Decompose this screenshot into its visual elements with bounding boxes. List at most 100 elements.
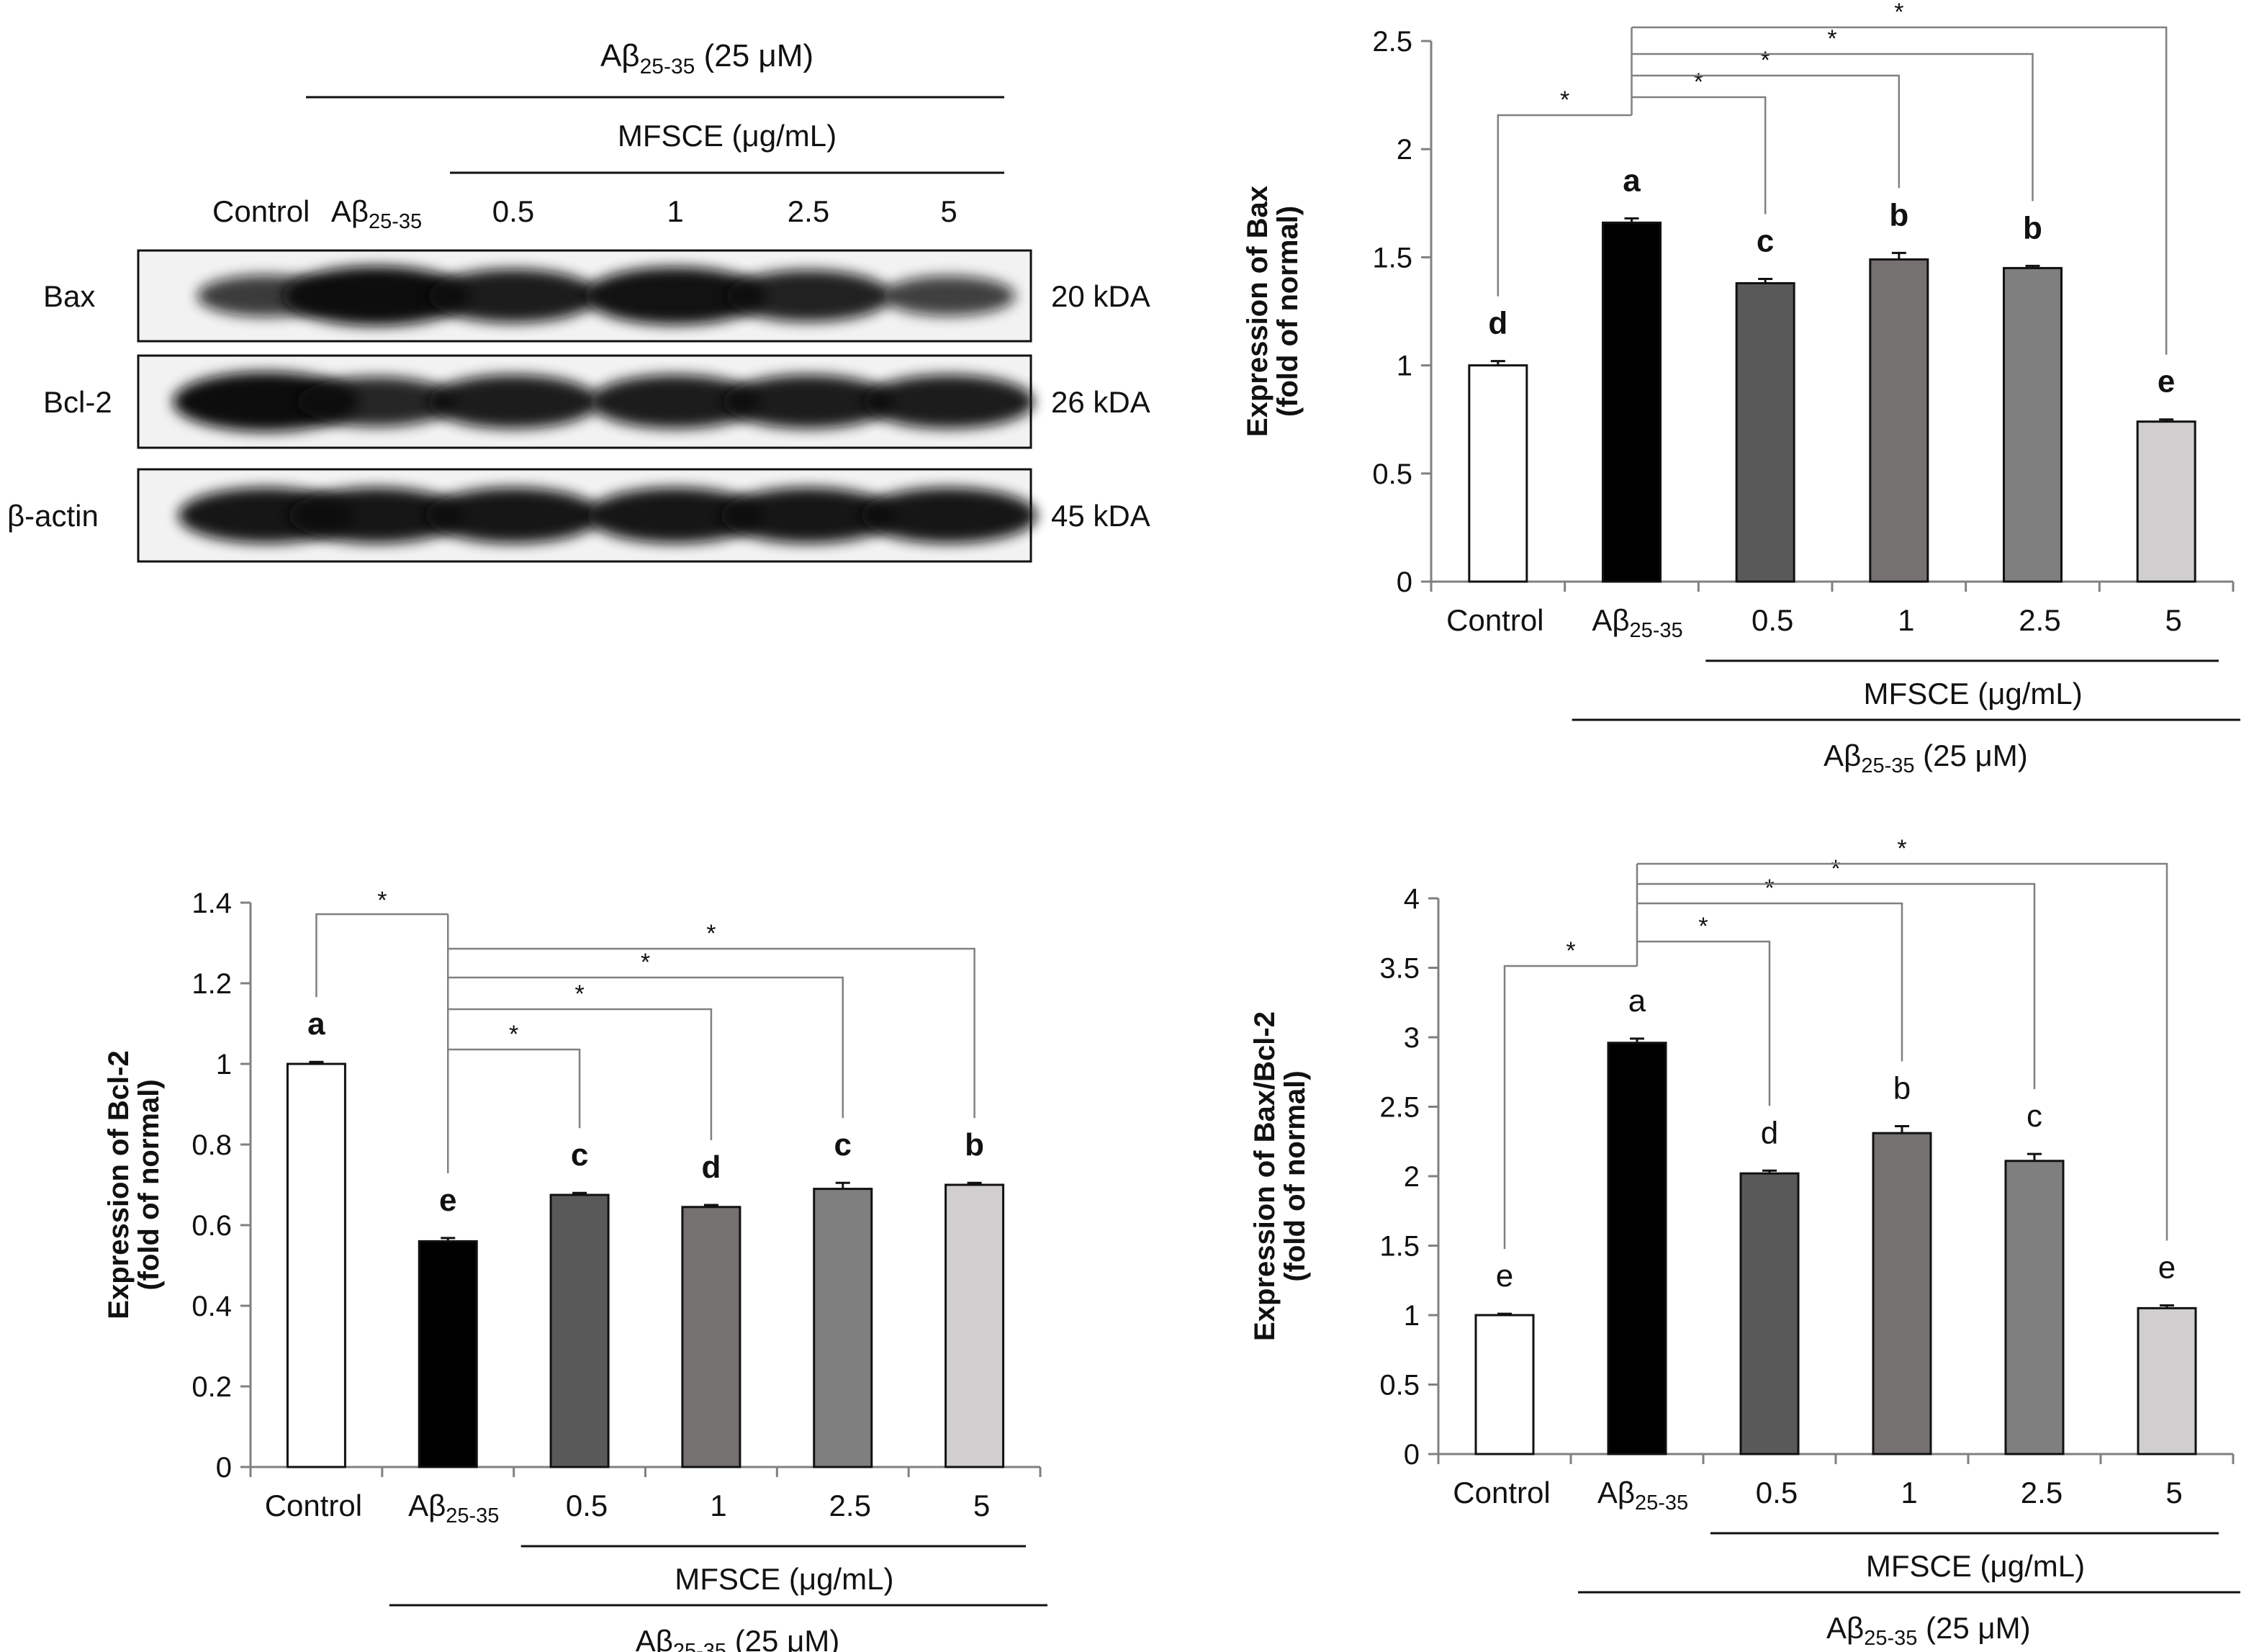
abeta-header-label: Aβ25-35 (25 μM) — [600, 38, 813, 78]
significance-bracket — [448, 947, 975, 1119]
y-tick-label: 0.6 — [191, 1210, 232, 1242]
bar — [1869, 258, 1929, 583]
significance-letter: e — [2158, 1250, 2176, 1285]
y-tick-label: 2 — [1404, 1161, 1420, 1193]
category-label: Control — [1446, 603, 1543, 637]
y-tick-label: 0.4 — [191, 1291, 232, 1322]
blot-band — [428, 268, 599, 323]
category-label: 5 — [2165, 603, 2181, 637]
significance-star: * — [1560, 86, 1569, 114]
molecular-weight-label: 20 kDA — [1051, 279, 1150, 313]
significance-letter: c — [2027, 1098, 2042, 1134]
bar — [1602, 221, 1662, 583]
significance-bracket — [1631, 26, 2168, 355]
bar — [418, 1240, 478, 1468]
bar — [286, 1062, 346, 1468]
category-label: 5 — [973, 1489, 990, 1522]
category-label: Aβ25-35 — [408, 1489, 499, 1527]
y-tick-label: 0.8 — [191, 1129, 232, 1161]
significance-star: * — [509, 1021, 518, 1048]
significance-bracket — [448, 1048, 581, 1129]
molecular-weight-label: 26 kDA — [1051, 385, 1150, 419]
blot-band — [428, 374, 599, 429]
y-tick-label: 1 — [1404, 1300, 1420, 1332]
bar — [2136, 420, 2196, 583]
y-tick-label: 0 — [216, 1452, 232, 1484]
significance-bracket — [1637, 883, 2036, 1090]
bax-bcl2-ratio-chart: 0 0.5 1 1.5 2 2.5 3 3.5 4 Expression of Bax/Bcl-2… — [1249, 835, 2240, 1650]
molecular-weight-label: 45 kDA — [1051, 499, 1150, 533]
significance-bracket — [1637, 902, 1903, 1062]
significance-letter: d — [1761, 1115, 1778, 1150]
lane-label: Control — [212, 194, 310, 228]
significance-star: * — [1831, 855, 1840, 883]
category-label: 1 — [710, 1489, 726, 1522]
abeta-group-label: Aβ25-35 (25 μM) — [1826, 1611, 2031, 1650]
significance-star: * — [1698, 913, 1708, 940]
significance-bracket — [448, 976, 844, 1119]
significance-letter: b — [1889, 197, 1908, 233]
bar — [945, 1183, 1005, 1468]
category-label: Control — [265, 1489, 362, 1522]
y-tick-label: 2.5 — [1372, 26, 1412, 58]
y-tick-label: 3.5 — [1379, 953, 1420, 985]
category-label: Aβ25-35 — [1597, 1476, 1688, 1515]
category-label: 0.5 — [1756, 1476, 1798, 1509]
significance-star: * — [1897, 835, 1906, 862]
y-axis-title: Expression of Bcl-2(fold of normal) — [103, 1050, 165, 1319]
category-label: Control — [1453, 1476, 1550, 1509]
lane-label: Aβ25-35 — [331, 194, 422, 233]
bar — [1735, 281, 1795, 583]
bar — [1739, 1172, 1800, 1455]
y-tick-label: 1.4 — [191, 888, 232, 919]
significance-letter: e — [439, 1183, 456, 1218]
significance-bracket — [315, 913, 448, 998]
blot-band — [296, 376, 457, 427]
significance-bracket — [1631, 74, 1901, 189]
mfsce-group-label: MFSCE (μg/mL) — [1864, 677, 2083, 710]
significance-letter: b — [2023, 210, 2042, 245]
y-tick-label: 4 — [1404, 883, 1420, 915]
y-tick-label: 1 — [216, 1049, 232, 1080]
y-tick-label: 1.5 — [1372, 242, 1412, 274]
y-tick-label: 3 — [1404, 1022, 1420, 1054]
significance-star: * — [1694, 68, 1703, 96]
mfsce-header-label: MFSCE (μg/mL) — [618, 119, 837, 153]
bcl2-chart: 0 0.2 0.4 0.6 0.8 1 1.2 1.4 Expression of Bcl-2(… — [103, 887, 1047, 1652]
bax-chart: 0 0.5 1 1.5 2 2.5 Expression of Bax(fold of no… — [1242, 0, 2240, 777]
significance-bracket — [1497, 114, 1632, 297]
protein-label: Bcl-2 — [43, 385, 112, 419]
y-tick-label: 2.5 — [1379, 1092, 1420, 1124]
blot-band — [584, 266, 767, 325]
significance-letter: e — [2158, 364, 2175, 400]
significance-bracket — [1637, 940, 1771, 1106]
y-tick-label: 0 — [1404, 1439, 1420, 1471]
western-blot-panel: Aβ25-35 (25 μM) MFSCE (μg/mL) Control Aβ25-… — [7, 38, 1150, 563]
blot-band — [587, 487, 764, 543]
blot-band — [723, 374, 894, 429]
y-tick-label: 1 — [1397, 351, 1412, 382]
bar — [2004, 1160, 2065, 1455]
significance-star: * — [574, 980, 584, 1008]
significance-star: * — [1764, 875, 1774, 902]
category-label: 1 — [1901, 1476, 1917, 1509]
y-tick-label: 1.5 — [1379, 1231, 1420, 1263]
significance-star: * — [1827, 25, 1836, 53]
mfsce-group-label: MFSCE (μg/mL) — [675, 1562, 893, 1596]
bar — [681, 1206, 741, 1468]
blot-band — [720, 487, 897, 543]
significance-bracket — [448, 1008, 713, 1140]
significance-star: * — [706, 920, 716, 947]
y-axis-title: Expression of Bax/Bcl-2(fold of normal) — [1249, 1011, 1311, 1341]
category-label: 2.5 — [2021, 1476, 2063, 1509]
significance-letter: b — [965, 1127, 984, 1163]
category-label: 2.5 — [2019, 603, 2060, 637]
significance-letter: e — [1496, 1258, 1513, 1294]
blot-band — [590, 374, 761, 429]
y-tick-label: 2 — [1397, 134, 1412, 166]
significance-star: * — [1761, 47, 1770, 74]
y-tick-label: 0.2 — [191, 1371, 232, 1403]
significance-letter: a — [1623, 163, 1641, 198]
significance-letter: b — [1893, 1071, 1911, 1106]
